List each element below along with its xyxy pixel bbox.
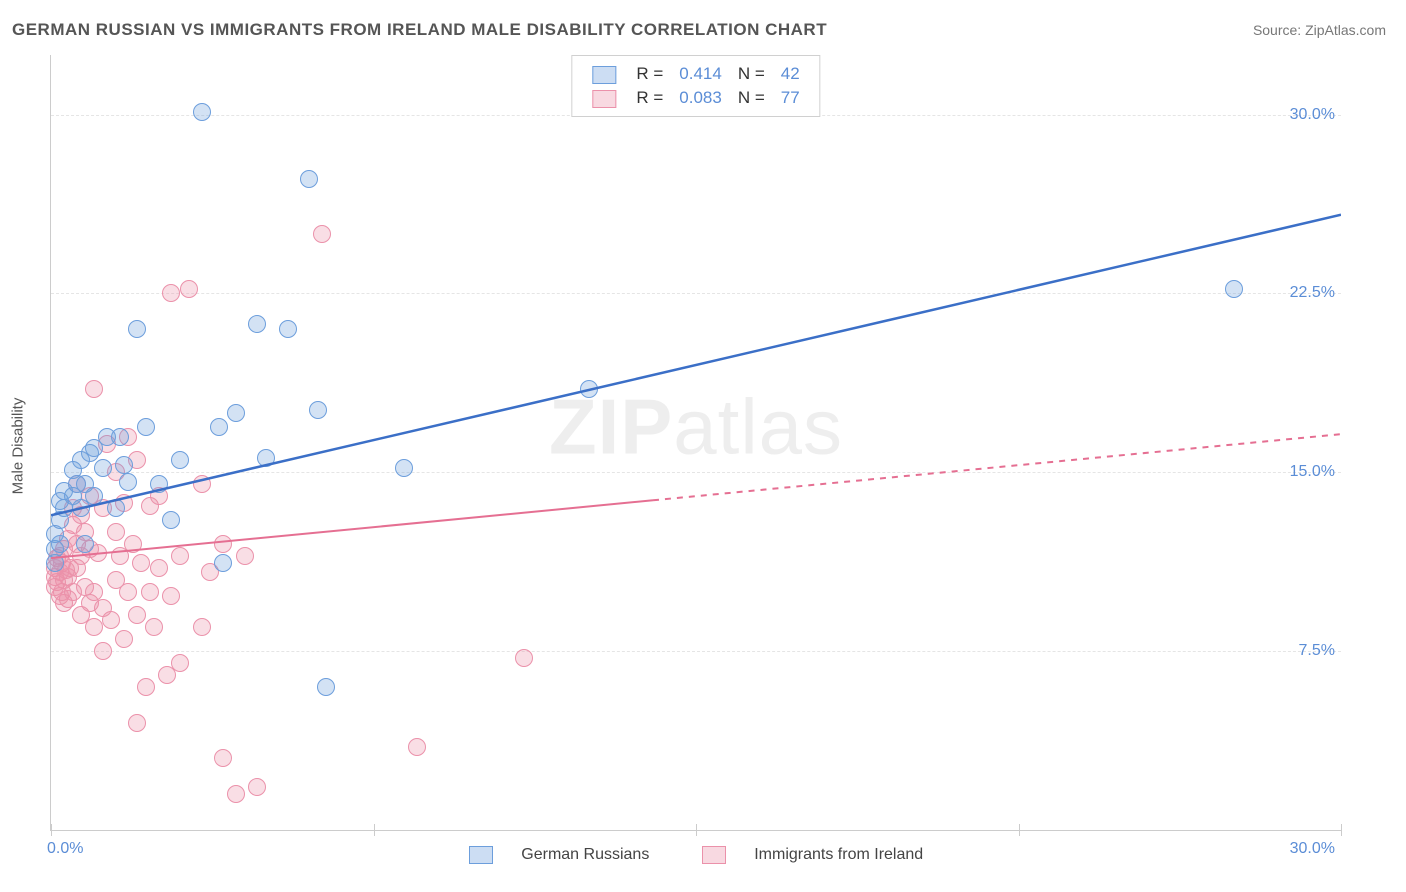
grid-line: [51, 472, 1341, 473]
data-point-blue: [107, 499, 125, 517]
legend-stats-row: R = 0.414 N = 42: [584, 62, 807, 86]
data-point-blue: [171, 451, 189, 469]
data-point-pink: [180, 280, 198, 298]
data-point-blue: [257, 449, 275, 467]
r-value: 0.083: [671, 86, 730, 110]
x-tick-mark: [1019, 824, 1020, 836]
data-point-pink: [85, 380, 103, 398]
data-point-pink: [124, 535, 142, 553]
data-point-blue: [317, 678, 335, 696]
data-point-pink: [102, 611, 120, 629]
plot-area: ZIPatlas R = 0.414 N = 42 R = 0.083 N = …: [50, 55, 1341, 831]
data-point-blue: [227, 404, 245, 422]
data-point-blue: [115, 456, 133, 474]
data-point-pink: [119, 583, 137, 601]
data-point-pink: [107, 523, 125, 541]
data-point-blue: [214, 554, 232, 572]
data-point-pink: [214, 535, 232, 553]
y-tick-label: 22.5%: [1290, 284, 1335, 302]
x-max-label: 30.0%: [1290, 840, 1335, 858]
data-point-pink: [171, 547, 189, 565]
swatch-blue-icon: [469, 846, 493, 864]
chart-source: Source: ZipAtlas.com: [1253, 22, 1386, 38]
data-point-pink: [145, 618, 163, 636]
data-point-blue: [51, 535, 69, 553]
data-point-blue: [119, 473, 137, 491]
r-value: 0.414: [671, 62, 730, 86]
data-point-pink: [227, 785, 245, 803]
trend-lines: [51, 55, 1341, 830]
n-label: N =: [730, 62, 773, 86]
data-point-pink: [162, 587, 180, 605]
data-point-pink: [313, 225, 331, 243]
r-label: R =: [628, 86, 671, 110]
grid-line: [51, 293, 1341, 294]
y-tick-label: 15.0%: [1290, 463, 1335, 481]
data-point-pink: [515, 649, 533, 667]
data-point-pink: [162, 284, 180, 302]
chart-title: GERMAN RUSSIAN VS IMMIGRANTS FROM IRELAN…: [12, 20, 827, 40]
data-point-blue: [76, 535, 94, 553]
data-point-blue: [279, 320, 297, 338]
data-point-blue: [94, 459, 112, 477]
x-tick-mark: [374, 824, 375, 836]
swatch-pink-icon: [702, 846, 726, 864]
data-point-pink: [85, 583, 103, 601]
legend-stats: R = 0.414 N = 42 R = 0.083 N = 77: [571, 55, 820, 117]
data-point-blue: [300, 170, 318, 188]
watermark-bold: ZIP: [549, 383, 673, 471]
data-point-blue: [580, 380, 598, 398]
n-label: N =: [730, 86, 773, 110]
data-point-pink: [128, 714, 146, 732]
data-point-blue: [309, 401, 327, 419]
x-tick-mark: [51, 824, 52, 836]
legend-label: German Russians: [521, 846, 649, 863]
legend-series: German Russians Immigrants from Ireland: [51, 846, 1341, 864]
y-tick-label: 30.0%: [1290, 106, 1335, 124]
n-value: 42: [773, 62, 808, 86]
data-point-pink: [137, 678, 155, 696]
data-point-pink: [85, 618, 103, 636]
data-point-pink: [214, 749, 232, 767]
data-point-pink: [193, 618, 211, 636]
data-point-blue: [85, 487, 103, 505]
x-tick-mark: [1341, 824, 1342, 836]
data-point-pink: [128, 606, 146, 624]
watermark-light: atlas: [673, 383, 843, 471]
y-axis-label: Male Disability: [10, 398, 27, 495]
data-point-blue: [1225, 280, 1243, 298]
legend-label: Immigrants from Ireland: [754, 846, 923, 863]
n-value: 77: [773, 86, 808, 110]
data-point-blue: [210, 418, 228, 436]
swatch-blue-icon: [592, 66, 616, 84]
data-point-pink: [248, 778, 266, 796]
data-point-pink: [408, 738, 426, 756]
data-point-blue: [150, 475, 168, 493]
data-point-blue: [128, 320, 146, 338]
grid-line: [51, 651, 1341, 652]
data-point-blue: [193, 103, 211, 121]
data-point-blue: [111, 428, 129, 446]
x-min-label: 0.0%: [47, 840, 83, 858]
data-point-pink: [132, 554, 150, 572]
data-point-pink: [193, 475, 211, 493]
data-point-pink: [150, 559, 168, 577]
data-point-pink: [141, 583, 159, 601]
data-point-pink: [236, 547, 254, 565]
data-point-blue: [162, 511, 180, 529]
swatch-pink-icon: [592, 90, 616, 108]
legend-stats-row: R = 0.083 N = 77: [584, 86, 807, 110]
r-label: R =: [628, 62, 671, 86]
data-point-pink: [115, 630, 133, 648]
data-point-blue: [395, 459, 413, 477]
data-point-blue: [248, 315, 266, 333]
x-tick-mark: [696, 824, 697, 836]
data-point-pink: [171, 654, 189, 672]
data-point-pink: [94, 642, 112, 660]
data-point-blue: [137, 418, 155, 436]
y-tick-label: 7.5%: [1299, 642, 1335, 660]
